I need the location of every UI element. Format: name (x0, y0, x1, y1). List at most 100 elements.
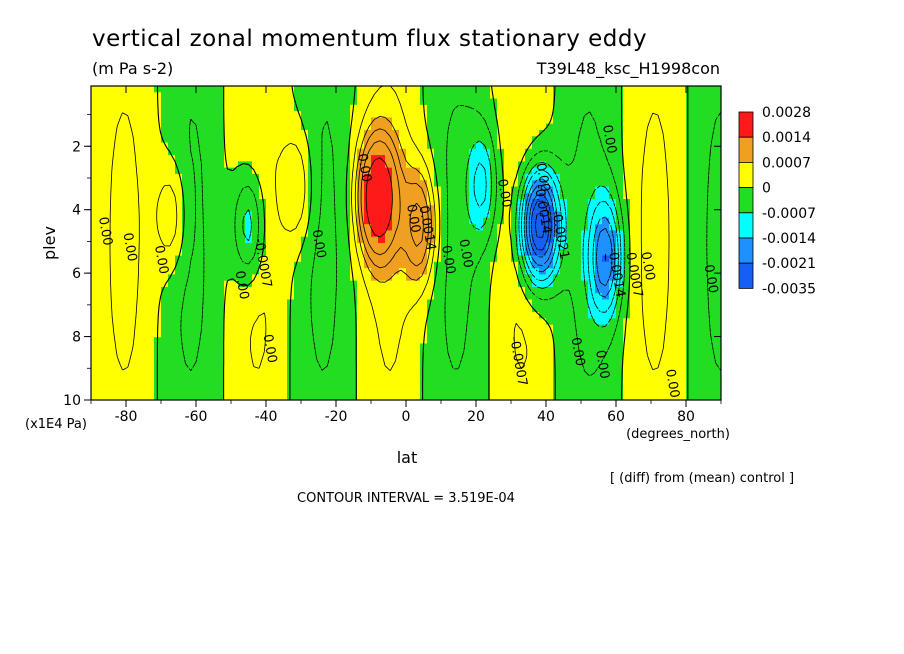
field-cell (455, 255, 463, 263)
field-cell (231, 280, 239, 288)
field-cell (126, 305, 134, 313)
field-cell (315, 324, 323, 332)
field-cell (357, 268, 365, 275)
field-cell (462, 261, 470, 269)
field-cell (224, 186, 232, 194)
field-cell (679, 117, 687, 125)
field-cell (266, 381, 274, 389)
field-cell (217, 136, 225, 144)
field-cell (175, 387, 183, 395)
field-cell (301, 92, 309, 100)
field-cell (343, 393, 351, 400)
field-cell (392, 243, 400, 250)
field-cell (126, 280, 134, 288)
contour-line (156, 86, 689, 400)
field-cell (280, 343, 288, 351)
field-cell (98, 337, 106, 345)
field-cell (511, 393, 519, 400)
field-cell (322, 393, 330, 400)
field-cell (273, 356, 281, 363)
field-cell (98, 230, 106, 238)
field-cell (259, 173, 267, 181)
field-cell (455, 286, 463, 294)
field-cell (651, 111, 659, 118)
field-cell (686, 180, 694, 188)
field-cell (490, 92, 498, 100)
field-cell (175, 167, 183, 175)
field-cell (504, 224, 512, 232)
field-cell (203, 224, 211, 232)
field-cell (133, 192, 141, 200)
field-cell (700, 381, 708, 389)
field-cell (441, 224, 449, 232)
field-cell (483, 324, 491, 332)
field-cell (539, 387, 547, 395)
field-cell (546, 117, 554, 125)
field-cell (196, 324, 204, 332)
field-cell (98, 299, 106, 307)
field-cell (217, 293, 225, 301)
field-cell (686, 305, 694, 313)
y-tick-label: 6 (72, 266, 81, 282)
field-cell (609, 318, 617, 326)
field-cell (455, 324, 463, 332)
field-cell (609, 249, 617, 257)
field-cell (693, 261, 701, 269)
field-cell (343, 330, 351, 338)
field-cell (147, 305, 155, 313)
field-cell (427, 337, 435, 345)
field-cell (637, 381, 645, 389)
field-cell (105, 381, 113, 389)
contour-label: 0.00 (151, 244, 171, 275)
field-cell (343, 356, 351, 363)
field-cell (175, 368, 183, 376)
field-cell (371, 104, 379, 112)
field-cell (399, 312, 407, 319)
field-cell (406, 117, 414, 125)
field-cell (602, 286, 610, 294)
field-cell (693, 173, 701, 181)
field-cell (427, 286, 435, 294)
field-cell (588, 167, 596, 175)
field-cell (483, 312, 491, 319)
field-cell (476, 236, 484, 244)
field-cell (511, 129, 519, 137)
field-cell (490, 305, 498, 313)
field-cell (385, 236, 393, 244)
field-cell (147, 393, 155, 400)
field-cell (497, 205, 505, 213)
field-cell (504, 104, 512, 112)
field-cell (224, 142, 232, 150)
field-cell (525, 136, 533, 144)
field-cell (231, 293, 239, 301)
field-cell (196, 236, 204, 244)
field-cell (581, 199, 589, 206)
field-cell (644, 349, 652, 357)
field-cell (371, 324, 379, 332)
field-cell (210, 180, 218, 188)
field-cell (462, 362, 470, 370)
field-cell (280, 349, 288, 357)
field-cell (448, 299, 456, 307)
field-cell (273, 374, 281, 382)
field-cell (546, 362, 554, 370)
field-cell (630, 293, 638, 301)
field-cell (525, 86, 533, 93)
field-cell (476, 368, 484, 376)
field-cell (175, 161, 183, 169)
field-cell (441, 104, 449, 112)
field-cell (553, 305, 561, 313)
field-cell (427, 393, 435, 400)
field-cell (343, 123, 351, 131)
field-cell (273, 211, 281, 219)
field-cell (343, 117, 351, 125)
field-cell (490, 86, 498, 93)
field-cell (539, 381, 547, 389)
field-cell (196, 286, 204, 294)
field-cell (217, 161, 225, 169)
field-cell (189, 299, 197, 307)
field-cell (630, 286, 638, 294)
field-cell (602, 368, 610, 376)
field-cell (539, 117, 547, 125)
field-cell (294, 374, 302, 382)
